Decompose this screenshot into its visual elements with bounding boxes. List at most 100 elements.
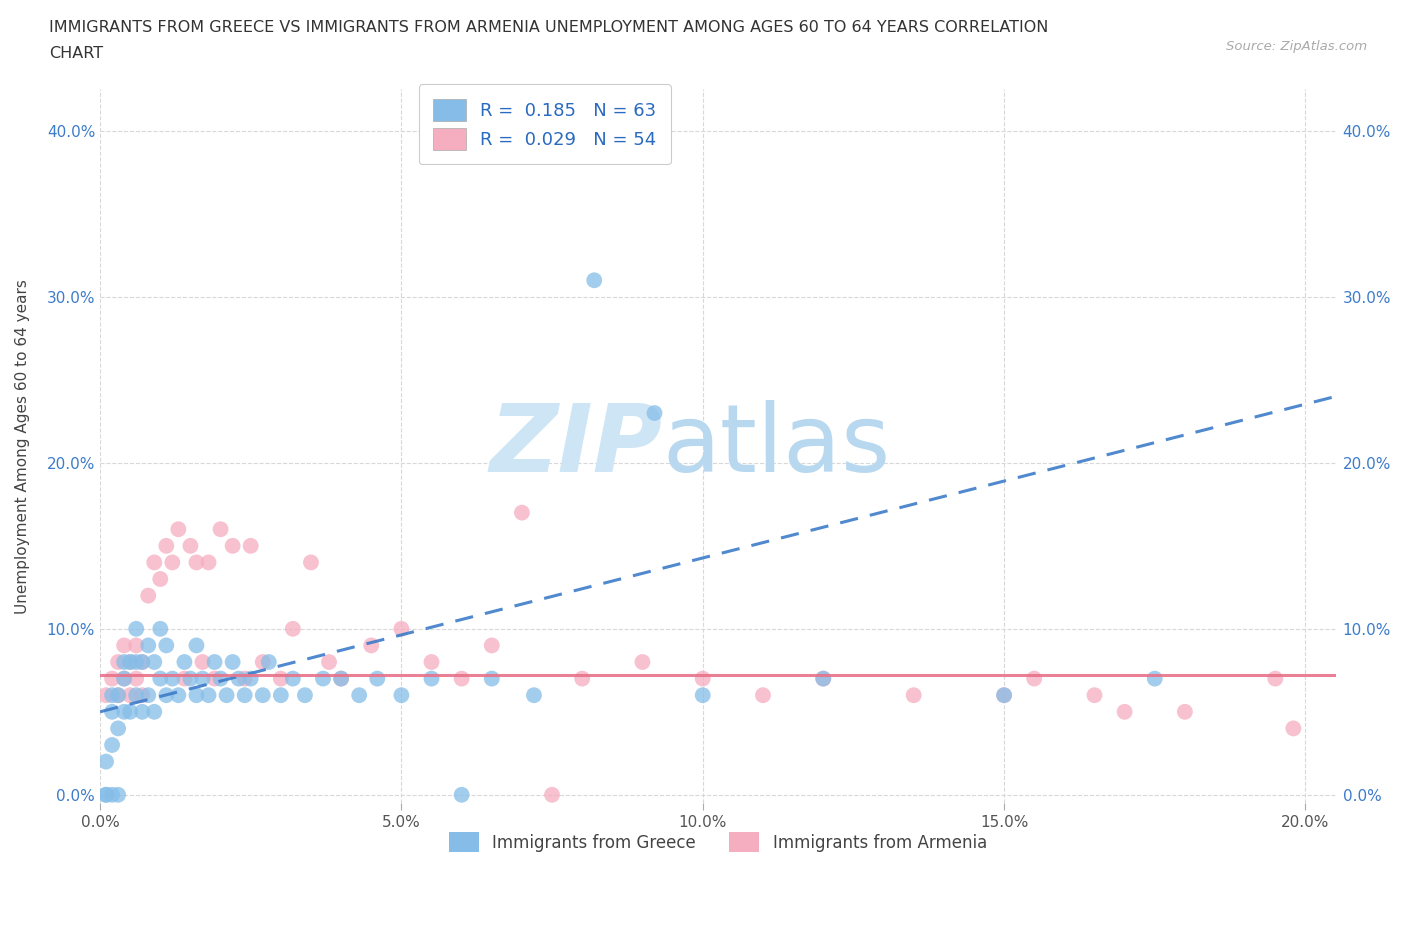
Point	[120, 688, 142, 703]
Point	[233, 671, 256, 686]
Point	[107, 721, 129, 736]
Point	[257, 655, 280, 670]
Point	[347, 688, 370, 703]
Point	[420, 671, 443, 686]
Point	[173, 655, 195, 670]
Point	[120, 655, 142, 670]
Point	[149, 572, 172, 587]
Point	[125, 621, 148, 636]
Point	[541, 788, 564, 803]
Point	[131, 704, 153, 719]
Point	[112, 671, 135, 686]
Point	[162, 671, 184, 686]
Point	[239, 671, 262, 686]
Point	[1083, 688, 1105, 703]
Text: IMMIGRANTS FROM GREECE VS IMMIGRANTS FROM ARMENIA UNEMPLOYMENT AMONG AGES 60 TO : IMMIGRANTS FROM GREECE VS IMMIGRANTS FRO…	[49, 20, 1049, 35]
Point	[366, 671, 388, 686]
Point	[993, 688, 1015, 703]
Point	[94, 688, 117, 703]
Point	[571, 671, 593, 686]
Point	[191, 655, 214, 670]
Point	[125, 671, 148, 686]
Point	[167, 522, 190, 537]
Point	[389, 621, 412, 636]
Legend: Immigrants from Greece, Immigrants from Armenia: Immigrants from Greece, Immigrants from …	[441, 825, 994, 859]
Text: CHART: CHART	[49, 46, 103, 61]
Point	[523, 688, 546, 703]
Point	[294, 688, 316, 703]
Point	[125, 638, 148, 653]
Point	[131, 655, 153, 670]
Point	[125, 688, 148, 703]
Point	[143, 555, 166, 570]
Text: ZIP: ZIP	[489, 400, 662, 492]
Point	[813, 671, 835, 686]
Point	[420, 655, 443, 670]
Point	[252, 688, 274, 703]
Text: atlas: atlas	[662, 400, 890, 492]
Point	[107, 688, 129, 703]
Point	[1174, 704, 1197, 719]
Point	[281, 621, 304, 636]
Point	[281, 671, 304, 686]
Point	[510, 505, 533, 520]
Point	[112, 655, 135, 670]
Point	[631, 655, 654, 670]
Point	[330, 671, 353, 686]
Point	[233, 688, 256, 703]
Point	[131, 655, 153, 670]
Point	[120, 655, 142, 670]
Point	[692, 688, 714, 703]
Point	[136, 688, 159, 703]
Point	[107, 655, 129, 670]
Point	[101, 688, 124, 703]
Point	[644, 405, 666, 420]
Point	[752, 688, 775, 703]
Point	[173, 671, 195, 686]
Y-axis label: Unemployment Among Ages 60 to 64 years: Unemployment Among Ages 60 to 64 years	[15, 279, 30, 614]
Point	[481, 638, 503, 653]
Point	[209, 671, 232, 686]
Point	[191, 671, 214, 686]
Point	[94, 754, 117, 769]
Point	[143, 704, 166, 719]
Point	[209, 522, 232, 537]
Point	[179, 671, 201, 686]
Point	[312, 671, 335, 686]
Point	[204, 671, 226, 686]
Point	[330, 671, 353, 686]
Point	[112, 638, 135, 653]
Point	[101, 788, 124, 803]
Point	[136, 588, 159, 603]
Point	[149, 621, 172, 636]
Point	[239, 538, 262, 553]
Text: Source: ZipAtlas.com: Source: ZipAtlas.com	[1226, 40, 1367, 53]
Point	[360, 638, 382, 653]
Point	[155, 638, 177, 653]
Point	[101, 737, 124, 752]
Point	[903, 688, 925, 703]
Point	[167, 688, 190, 703]
Point	[186, 555, 208, 570]
Point	[1282, 721, 1305, 736]
Point	[450, 788, 472, 803]
Point	[318, 655, 340, 670]
Point	[120, 704, 142, 719]
Point	[215, 688, 238, 703]
Point	[450, 671, 472, 686]
Point	[1024, 671, 1046, 686]
Point	[101, 704, 124, 719]
Point	[1264, 671, 1286, 686]
Point	[131, 688, 153, 703]
Point	[389, 688, 412, 703]
Point	[221, 655, 243, 670]
Point	[112, 671, 135, 686]
Point	[228, 671, 250, 686]
Point	[221, 538, 243, 553]
Point	[197, 688, 219, 703]
Point	[270, 671, 292, 686]
Point	[186, 688, 208, 703]
Point	[107, 788, 129, 803]
Point	[299, 555, 322, 570]
Point	[252, 655, 274, 670]
